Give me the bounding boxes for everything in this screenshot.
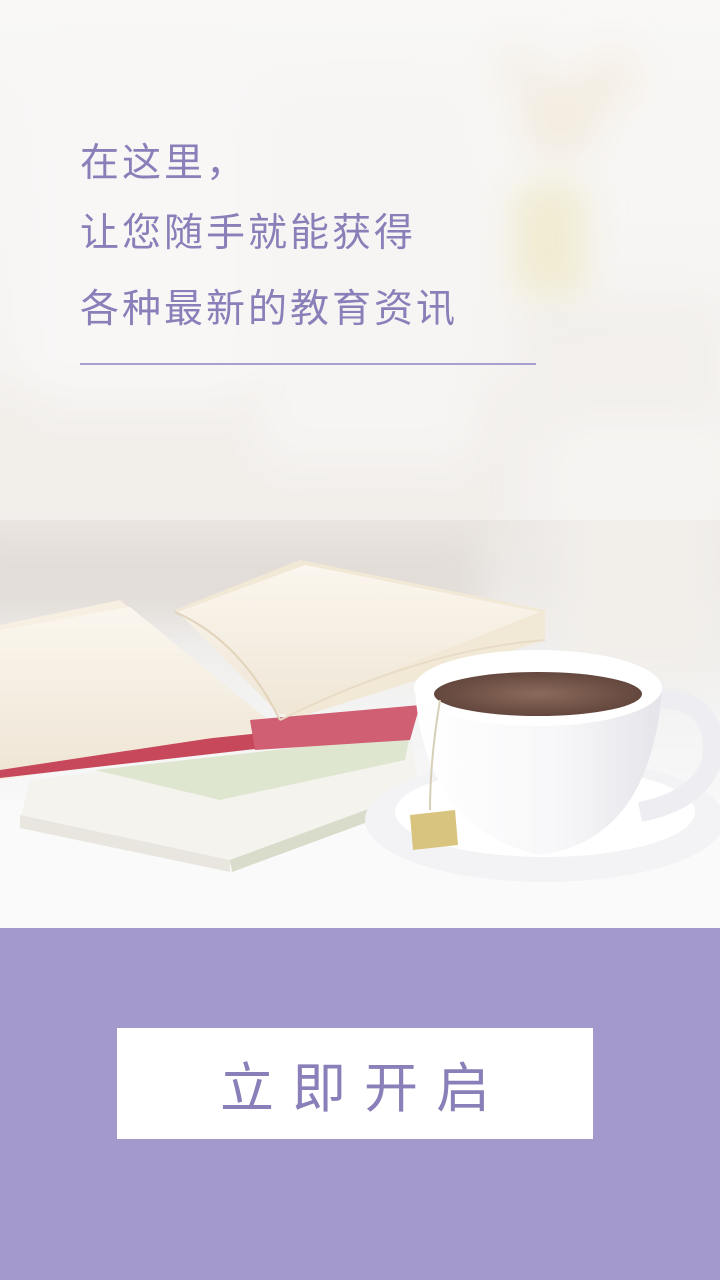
tea-bag-tag — [410, 699, 458, 850]
flower-vase — [494, 44, 640, 295]
start-now-button[interactable]: 立即开启 — [117, 1028, 593, 1139]
headline: 在这里， 让您随手就能获得 各种最新的教育资讯 — [80, 132, 560, 348]
headline-divider — [80, 363, 536, 365]
headline-line-1: 在这里， — [80, 141, 249, 186]
cta-panel: 立即开启 — [0, 928, 720, 1280]
hero-photo: 在这里， 让您随手就能获得 各种最新的教育资讯 — [0, 0, 720, 928]
start-now-label: 立即开启 — [220, 1057, 508, 1120]
open-book — [0, 560, 546, 780]
headline-line-2: 让您随手就能获得 — [80, 211, 417, 256]
headline-line-3: 各种最新的教育资讯 — [80, 287, 459, 332]
tea-cup — [414, 650, 720, 855]
sofa-background — [0, 40, 720, 680]
hero-illustration — [0, 0, 720, 928]
